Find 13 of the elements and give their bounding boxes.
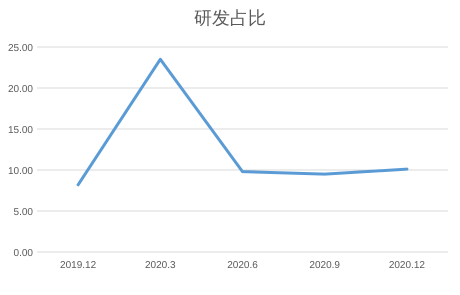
y-tick-label: 25.00 <box>8 43 34 54</box>
chart-title: 研发占比 <box>194 8 266 28</box>
x-tick-label: 2020.3 <box>145 260 176 271</box>
x-tick-label: 2020.9 <box>309 260 340 271</box>
y-tick-label: 20.00 <box>8 84 34 95</box>
x-tick-label: 2019.12 <box>60 260 97 271</box>
y-tick-label: 5.00 <box>14 207 34 218</box>
y-tick-label: 0.00 <box>14 248 34 259</box>
y-tick-label: 15.00 <box>8 125 34 136</box>
line-series <box>76 58 408 186</box>
x-tick-label: 2020.12 <box>388 260 426 271</box>
y-tick-label: 10.00 <box>8 166 34 177</box>
x-tick-label: 2020.6 <box>227 260 258 271</box>
